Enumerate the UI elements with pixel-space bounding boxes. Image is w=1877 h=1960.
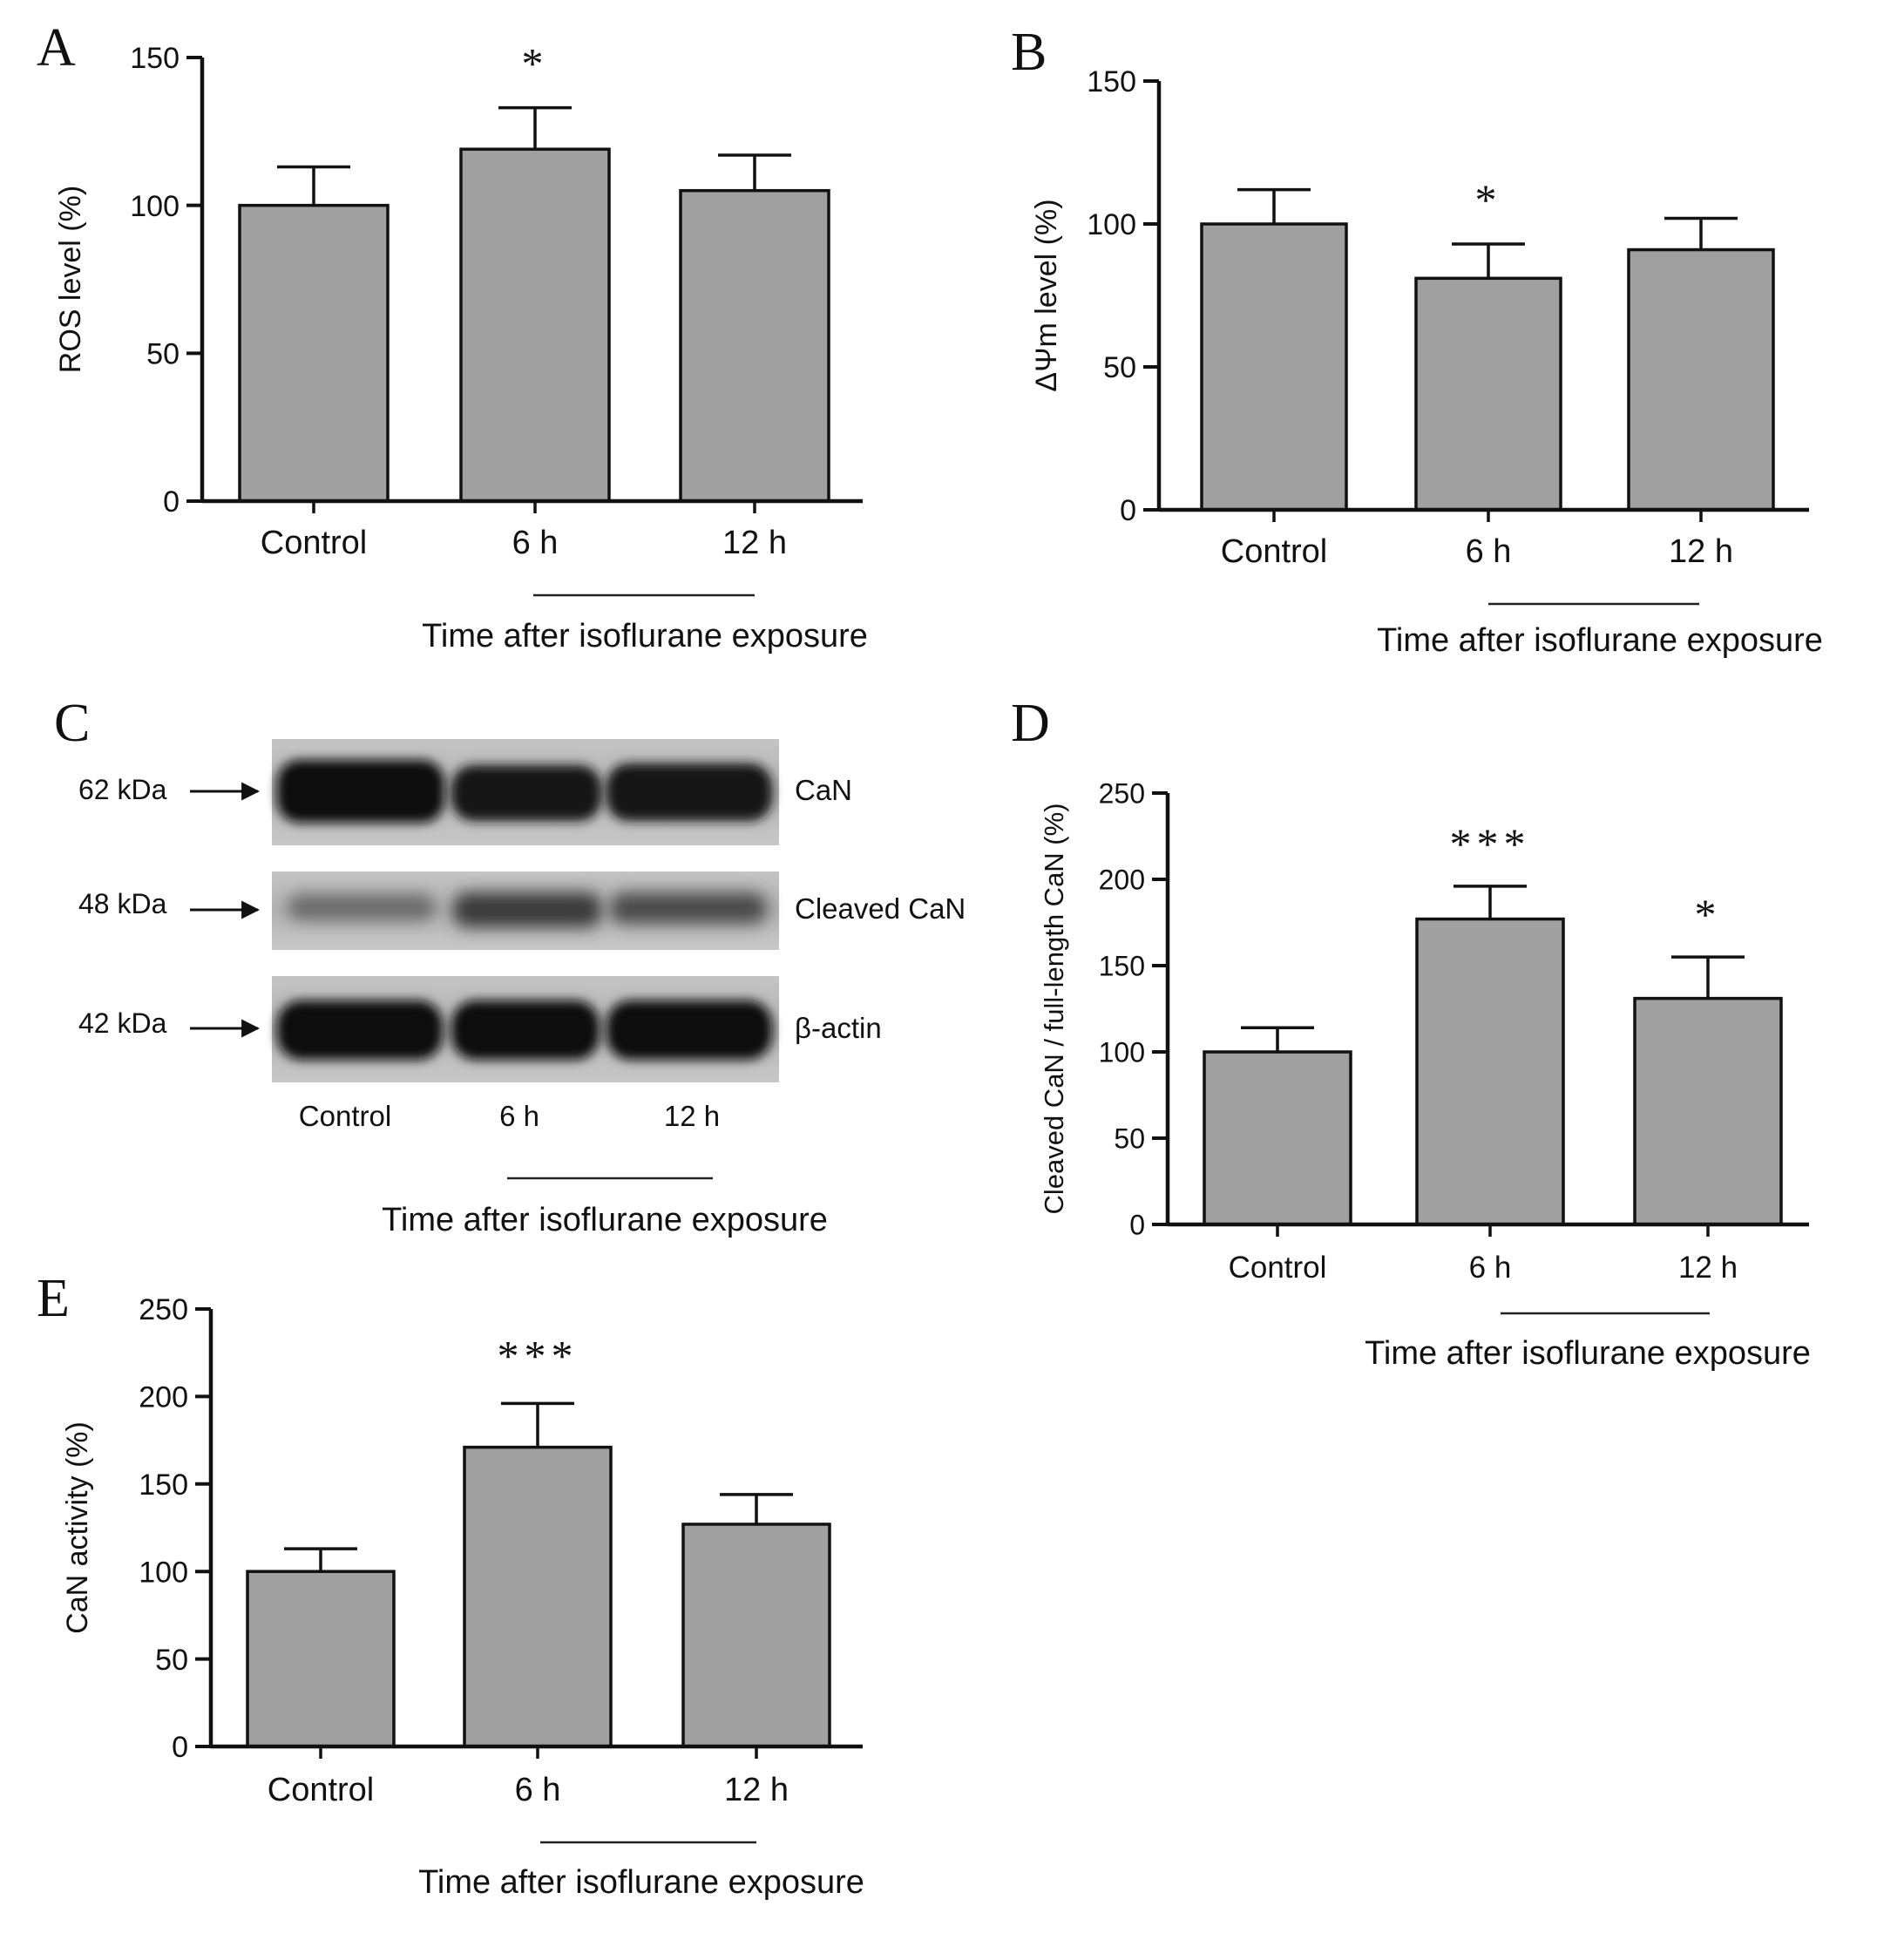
y-axis-label: ΔΨm level (%) [1030,199,1063,391]
y-tick-label: 150 [1099,951,1145,982]
significance-annotation: * [522,39,549,88]
chart-e: Control *** 6 h 12 h 0 50 100 150 200 250 CaN acti… [61,1293,864,1901]
x-tick-label: 6 h [512,525,559,561]
x-tick-label: Control [261,525,368,561]
bar [238,203,390,503]
panel-letter-c: C [54,694,90,753]
y-tick-label: 100 [139,1556,188,1589]
panel-letter-a: A [37,18,76,78]
x-tick-label: 6 h [1469,1251,1512,1285]
bar [246,1570,396,1748]
label-beta-actin: β-actin [795,1012,882,1044]
y-tick-label: 200 [139,1381,188,1414]
y-tick-label: 200 [1099,865,1145,896]
label-cleaved-can: Cleaved CaN [795,892,966,925]
significance-annotation: *** [1450,819,1531,868]
bar [1414,276,1562,512]
y-axis-label: Cleaved CaN / full-length CaN (%) [1039,803,1069,1214]
panel-letter-e: E [37,1269,70,1328]
y-axis-label: ROS level (%) [54,186,87,373]
bar [679,188,830,503]
y-tick-label: 50 [155,1644,188,1677]
x-tick-label: 12 h [1669,533,1733,570]
y-tick-label: 250 [1099,778,1145,810]
y-tick-label: 50 [1103,351,1136,384]
x-axis-label: Time after isoflurane exposure [1365,1335,1811,1372]
x-tick-label: 6 h [1466,533,1512,570]
y-axis-label: CaN activity (%) [61,1421,94,1634]
lane-label-12h: 12 h [664,1100,720,1132]
lane-label-control: Control [299,1100,391,1132]
x-tick-label: 12 h [722,525,787,561]
bar [1415,917,1565,1226]
western-blot: 62 kDa 48 kDa 42 kDa CaN Cleaved CaN β-a… [78,739,966,1238]
chart-b: Control * 6 h 12 h 0 50 100 150 ΔΨm level (%) Tim… [1030,65,1823,659]
y-tick-label: 0 [163,485,180,519]
bar [1627,248,1775,512]
y-tick-label: 0 [172,1731,188,1764]
blot-strip-cleaved-can [272,871,779,950]
y-tick-label: 250 [139,1293,188,1326]
lane-label-6h: 6 h [499,1100,539,1132]
y-tick-label: 150 [130,42,180,75]
x-tick-label: Control [268,1772,375,1808]
bar [1200,222,1348,512]
blot-strip-beta-actin [272,976,779,1082]
x-tick-label: Control [1221,533,1328,570]
y-tick-label: 0 [1120,494,1136,527]
y-tick-label: 50 [1114,1123,1145,1155]
y-tick-label: 150 [139,1468,188,1502]
x-axis-label: Time after isoflurane exposure [422,618,868,654]
chart-d: Control *** 6 h * 12 h 0 50 100 150 200 250 Cleaved… [1039,778,1811,1372]
marker-62kda: 62 kDa [78,774,167,805]
y-tick-label: 50 [146,338,180,371]
significance-annotation: *** [498,1331,579,1380]
x-tick-label: 6 h [515,1772,561,1808]
y-tick-label: 100 [1087,208,1136,241]
bar [463,1445,613,1748]
x-tick-label: Control [1229,1251,1327,1285]
bar [1203,1050,1352,1226]
marker-42kda: 42 kDa [78,1007,167,1039]
panel-letter-d: D [1011,694,1050,753]
bar [1633,996,1783,1226]
bar [681,1523,831,1748]
significance-annotation: * [1475,175,1502,224]
panel-letter-b: B [1011,23,1047,82]
significance-annotation: * [1695,890,1722,939]
y-tick-label: 100 [130,190,180,223]
bar [459,147,611,503]
x-tick-label: 12 h [724,1772,789,1808]
marker-48kda: 48 kDa [78,888,167,919]
x-axis-label: Time after isoflurane exposure [1377,622,1823,659]
group-label: Time after isoflurane exposure [382,1202,828,1238]
y-tick-label: 0 [1129,1210,1145,1241]
y-tick-label: 150 [1087,65,1136,98]
chart-a: Control * 6 h 12 h 0 50 100 150 ROS level (%) Tim… [54,39,868,654]
blot-strip-can [272,739,779,845]
label-can: CaN [795,774,852,806]
y-tick-label: 100 [1099,1037,1145,1068]
x-tick-label: 12 h [1678,1251,1738,1285]
x-axis-label: Time after isoflurane exposure [418,1864,864,1901]
